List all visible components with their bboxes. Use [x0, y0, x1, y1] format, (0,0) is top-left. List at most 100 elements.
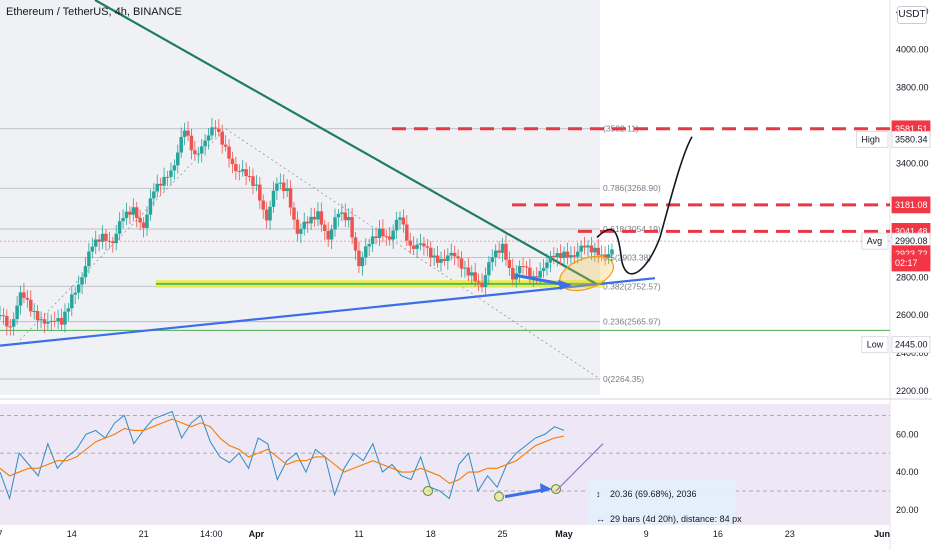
candle-body	[176, 152, 180, 166]
candle-body	[39, 319, 43, 321]
candle-body	[227, 146, 231, 159]
candle-body	[172, 165, 177, 171]
candle-body	[343, 212, 348, 221]
price-tick-label: 2400.00	[896, 348, 929, 358]
candle-body	[418, 243, 423, 245]
date-tick-label: Apr	[249, 529, 265, 539]
candle-body	[121, 218, 125, 222]
candle-body	[5, 316, 9, 327]
candle-body	[87, 251, 91, 267]
candle-body	[596, 247, 600, 256]
rsi-tick-label: 40.00	[896, 467, 919, 477]
candle-body	[586, 245, 590, 248]
candle-body	[128, 211, 132, 215]
candle-body	[66, 308, 71, 312]
candle-body	[377, 228, 382, 239]
rsi-arrow-head	[540, 483, 552, 494]
candle-body	[357, 250, 361, 267]
candle-body	[264, 209, 269, 221]
candle-body	[240, 169, 245, 172]
candle-body	[213, 127, 218, 129]
currency-button[interactable]: USDT	[897, 6, 927, 24]
price-tag-value: 3580.34	[895, 134, 928, 144]
candle-body	[52, 320, 57, 322]
candle-body	[480, 282, 484, 288]
candle-body	[415, 244, 419, 249]
candle-body	[196, 153, 201, 155]
candle-body	[387, 236, 392, 240]
candle-body	[531, 276, 536, 278]
candle-body	[558, 253, 563, 259]
rsi-line	[0, 410, 565, 501]
candle-body	[370, 236, 375, 245]
rsi-marker	[423, 485, 433, 496]
price-tick-label: 3800.00	[896, 82, 929, 92]
candle-body	[422, 243, 426, 247]
fib-diagonal	[19, 128, 226, 341]
date-tick-label: May	[555, 529, 573, 539]
candle-body	[452, 252, 457, 257]
candle-body	[599, 254, 604, 256]
candle-body	[384, 236, 389, 238]
candle-body	[309, 216, 313, 224]
price-tag-box	[891, 130, 931, 148]
price-tag-value: 02:17	[895, 258, 918, 268]
candle-body	[11, 319, 16, 327]
measure-icon: ↕	[596, 489, 601, 499]
candle-body	[8, 326, 12, 328]
candle-body	[552, 255, 556, 257]
rsi-trendline	[555, 443, 604, 492]
candle-body	[555, 253, 559, 257]
candle-body	[285, 188, 289, 191]
candle-body	[582, 245, 587, 248]
candle-body	[179, 136, 183, 153]
candle-body	[292, 207, 296, 220]
candle-body	[538, 271, 542, 278]
rsi-marker	[494, 491, 504, 502]
candle-body	[329, 229, 334, 240]
date-tick-label: 7	[0, 529, 3, 539]
candle-body	[282, 182, 286, 191]
candle-body	[504, 243, 508, 260]
candle-body	[528, 267, 532, 278]
candle-body	[336, 213, 341, 218]
candle-body	[49, 320, 54, 323]
price-tag-value: 3041.48	[895, 226, 928, 236]
fib-level-label: 0(2264.35)	[603, 374, 644, 384]
candle-body	[401, 217, 406, 225]
candle-body	[593, 247, 597, 253]
candle-body	[610, 249, 614, 254]
fib-level-label: 0.382(2752.57)	[603, 281, 661, 291]
candle-body	[35, 311, 40, 321]
candle-body	[497, 250, 501, 253]
candle-body	[275, 183, 279, 191]
candle-body	[97, 239, 101, 242]
fib-level-label: 0.236(2565.97)	[603, 317, 661, 327]
candle-body	[145, 214, 149, 228]
candle-body	[148, 198, 153, 215]
candle-body	[32, 311, 36, 313]
date-tick-label: 9	[644, 529, 649, 539]
descending-trendline	[94, 0, 599, 286]
candle-body	[25, 297, 30, 300]
candle-body	[606, 253, 611, 258]
candle-body	[473, 272, 477, 282]
candle-body	[493, 250, 498, 258]
candle-body	[511, 267, 515, 280]
price-tag-label: High	[861, 134, 880, 144]
price-arrow	[515, 273, 567, 287]
candle-body	[589, 245, 594, 253]
candle-body	[367, 244, 371, 247]
price-tag-value: 3181.08	[895, 200, 928, 210]
measure-box	[588, 480, 736, 525]
candle-body	[405, 224, 409, 241]
candle-body	[394, 219, 399, 231]
candle-body	[541, 268, 546, 272]
candle-body	[500, 243, 505, 253]
candle-body	[42, 319, 47, 324]
date-tick-label: 16	[713, 529, 723, 539]
measure-icon: ↔	[596, 514, 605, 524]
candle-body	[459, 258, 464, 269]
